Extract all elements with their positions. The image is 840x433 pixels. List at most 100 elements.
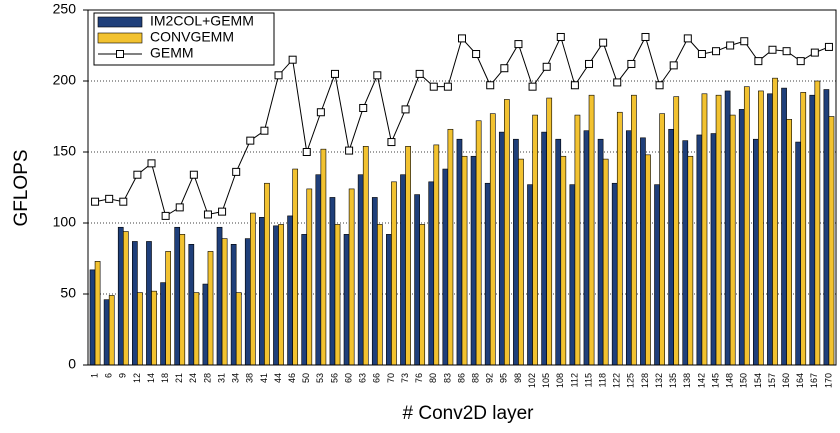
x-tick-label: 142 <box>696 373 706 388</box>
bar <box>362 146 369 366</box>
bar <box>146 241 152 366</box>
x-tick-label: 98 <box>513 373 523 383</box>
x-tick-label: 12 <box>132 373 142 383</box>
line-marker <box>274 71 283 80</box>
bar <box>724 90 731 366</box>
x-tick-label: 150 <box>739 373 749 388</box>
y-tick-label: 150 <box>53 143 77 159</box>
bar <box>645 154 651 366</box>
line-marker <box>627 59 636 68</box>
bar <box>414 194 420 366</box>
x-tick-label: 60 <box>343 373 353 383</box>
bar <box>640 137 646 366</box>
bar <box>320 148 327 366</box>
bar <box>202 283 209 366</box>
bar <box>489 113 496 366</box>
x-tick-label: 112 <box>569 373 579 387</box>
bar <box>659 113 665 366</box>
x-tick-label: 24 <box>188 373 198 383</box>
bar <box>631 94 637 366</box>
line-marker <box>697 50 706 59</box>
bar <box>597 138 604 366</box>
bar <box>207 251 214 366</box>
line-marker <box>768 45 777 54</box>
bar <box>400 174 406 366</box>
x-tick-label: 14 <box>146 373 156 383</box>
x-tick-label: 135 <box>668 373 678 388</box>
bar <box>447 128 454 366</box>
bar <box>541 131 547 366</box>
x-tick-label: 70 <box>386 373 396 383</box>
bar <box>108 295 115 366</box>
bar <box>301 234 308 366</box>
line-marker <box>161 211 170 220</box>
legend-label: CONVGEMM <box>150 29 234 45</box>
bar <box>386 234 392 366</box>
x-tick-label: 21 <box>174 373 184 383</box>
line-marker <box>655 81 664 90</box>
x-tick-label: 44 <box>273 373 283 383</box>
x-tick-label: 9 <box>118 373 128 378</box>
x-tick-label: 115 <box>583 373 593 387</box>
x-tick-label: 50 <box>301 373 311 383</box>
x-tick-label: 154 <box>753 373 763 388</box>
x-tick-label: 157 <box>767 373 777 388</box>
bar <box>244 238 251 366</box>
x-tick-label: 132 <box>654 373 664 388</box>
bar <box>160 282 166 366</box>
bar <box>122 231 129 366</box>
bar <box>137 292 143 366</box>
legend-label: GEMM <box>150 45 194 61</box>
bar <box>569 184 576 366</box>
bar <box>348 188 355 366</box>
bar <box>654 184 660 366</box>
line-marker <box>133 170 142 179</box>
line-marker <box>175 203 184 212</box>
bar <box>616 111 623 366</box>
line-marker <box>472 50 481 59</box>
line-marker <box>542 62 551 71</box>
line-marker <box>458 34 466 43</box>
bar <box>117 226 124 366</box>
bar <box>532 114 538 366</box>
bar <box>165 251 172 366</box>
line-marker <box>345 146 354 155</box>
x-tick-label: 167 <box>809 373 819 388</box>
bar <box>828 116 835 366</box>
bar <box>602 158 609 366</box>
bar <box>498 131 505 366</box>
line-marker <box>189 170 198 179</box>
y-tick-label: 0 <box>68 356 76 372</box>
bar <box>470 155 477 366</box>
x-tick-label: 28 <box>202 373 212 383</box>
line-marker <box>415 69 424 78</box>
bar <box>682 140 689 366</box>
x-tick-label: 128 <box>640 373 650 388</box>
bar <box>555 138 562 366</box>
x-tick-label: 1 <box>89 373 99 378</box>
bar <box>292 168 299 366</box>
bar <box>583 130 590 366</box>
bar <box>518 158 524 366</box>
x-tick-label: 125 <box>626 373 636 388</box>
bar <box>513 138 519 366</box>
line-marker <box>288 55 297 64</box>
line-marker <box>740 37 749 46</box>
bar <box>442 168 449 366</box>
line-marker <box>528 82 537 91</box>
line-marker <box>486 81 495 90</box>
x-tick-label: 6 <box>104 373 114 378</box>
bar <box>461 155 468 366</box>
bar <box>687 155 694 366</box>
bar <box>343 234 350 366</box>
line-marker <box>330 69 339 78</box>
x-tick-label: 138 <box>682 373 692 388</box>
x-tick-label: 34 <box>231 373 241 383</box>
x-tick-label: 46 <box>287 373 297 383</box>
bar <box>174 226 181 366</box>
y-tick-label: 250 <box>53 1 77 17</box>
x-tick-label: 63 <box>358 373 368 383</box>
bar <box>673 96 680 366</box>
x-tick-label: 38 <box>245 373 255 383</box>
line-marker <box>712 47 721 56</box>
